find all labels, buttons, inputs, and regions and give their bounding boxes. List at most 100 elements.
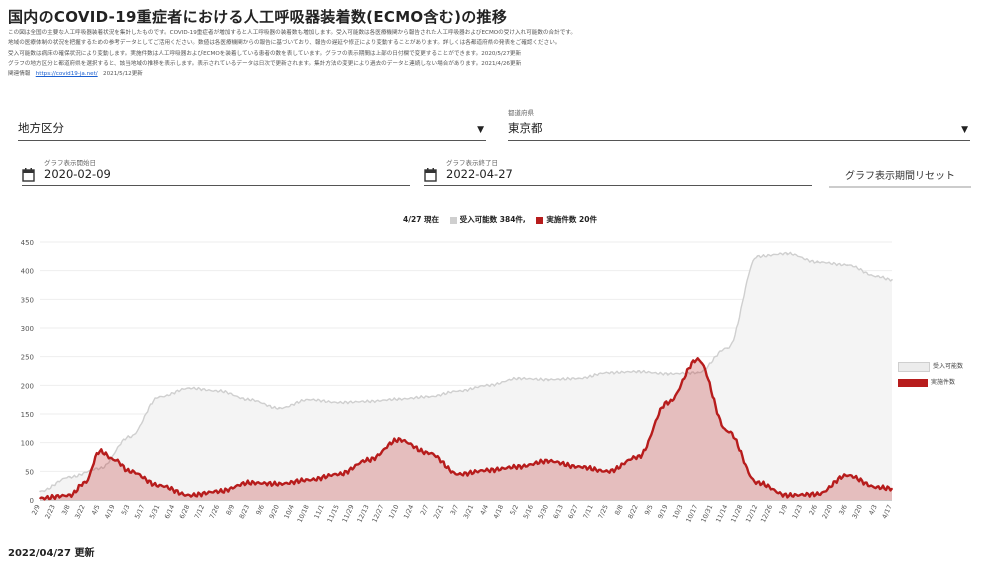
x-tick-label: 2/23 — [43, 503, 56, 520]
x-tick-label: 4/3 — [867, 503, 879, 516]
x-tick-label: 2/21 — [432, 503, 445, 520]
capacity-series-line — [39, 251, 893, 493]
x-tick-label: 1/23 — [791, 503, 804, 520]
legend-actual-swatch[interactable] — [536, 216, 544, 224]
source-label: 関連情報 — [8, 71, 31, 78]
actual-series-point — [517, 465, 520, 468]
x-tick-label: 3/7 — [449, 503, 461, 516]
actual-series-point — [637, 456, 639, 458]
capacity-series-point — [487, 384, 490, 387]
x-tick-label: 7/12 — [193, 503, 206, 520]
x-tick-label: 11/29 — [341, 503, 356, 523]
calendar-icon[interactable] — [424, 168, 437, 182]
reset-range-button[interactable]: グラフ表示期間リセット — [829, 162, 971, 188]
capacity-series-point — [786, 252, 789, 255]
actual-series-point — [278, 483, 281, 485]
x-tick-label: 11/28 — [729, 503, 744, 523]
source-link[interactable]: https://covid19-ja.net/ — [35, 71, 98, 78]
side-legend-actual: 実施件数 — [898, 377, 955, 387]
x-tick-label: 9/19 — [656, 503, 669, 520]
x-tick-label: 6/28 — [178, 503, 191, 520]
description: この図は全国の主要な人工呼吸器装着状況を集計したものです。COVID-19重症者… — [8, 28, 992, 100]
x-tick-label: 5/31 — [148, 503, 161, 520]
updated-date: 2022/04/27 更新 — [8, 548, 95, 559]
side-legend-capacity-swatch — [898, 361, 930, 372]
x-tick-label: 4/5 — [90, 503, 102, 516]
x-tick-label: 8/23 — [238, 503, 251, 520]
x-tick-label: 9/6 — [254, 503, 266, 516]
prefecture-select-value: 東京都 — [508, 121, 543, 135]
x-tick-label: 8/9 — [224, 503, 236, 516]
actual-series-point — [607, 470, 609, 473]
side-legend-actual-label: 実施件数 — [931, 379, 956, 386]
y-tick-label: 250 — [21, 354, 34, 362]
y-tick-label: 200 — [21, 382, 34, 390]
actual-series-point — [457, 473, 460, 475]
x-tick-label: 3/6 — [837, 503, 849, 516]
prefecture-select[interactable]: 都道府県 東京都 ▼ — [508, 109, 970, 141]
x-tick-label: 5/3 — [120, 503, 132, 516]
x-tick-label: 11/14 — [714, 503, 729, 523]
capacity-series-point — [846, 264, 848, 266]
x-tick-label: 3/20 — [850, 503, 863, 520]
x-tick-label: 6/14 — [163, 503, 176, 520]
capacity-series-point — [248, 398, 251, 401]
legend-capacity-label[interactable]: 受入可能数 384件, — [459, 215, 526, 224]
x-tick-label: 2/6 — [807, 503, 819, 516]
calendar-icon[interactable] — [22, 168, 35, 182]
actual-series-point — [128, 470, 131, 473]
actual-series-point — [308, 479, 310, 481]
actual-series-point — [487, 469, 490, 471]
x-tick-label: 12/27 — [370, 503, 385, 523]
capacity-series-point — [368, 400, 370, 403]
actual-series-point — [188, 494, 191, 497]
capacity-series-point — [696, 371, 699, 374]
capacity-series-point — [99, 467, 101, 470]
capacity-series-point — [726, 347, 729, 349]
actual-series-point — [876, 486, 878, 489]
x-tick-label: 7/11 — [581, 503, 594, 520]
capacity-series-point — [397, 398, 400, 400]
end-date-label: グラフ表示終了日 — [446, 159, 498, 167]
capacity-series-point — [577, 377, 579, 380]
capacity-series-point — [308, 398, 310, 401]
actual-series-point — [99, 450, 101, 453]
x-tick-label: 6/27 — [566, 503, 579, 520]
actual-series-point — [39, 497, 41, 500]
chevron-down-icon: ▼ — [477, 125, 484, 135]
x-tick-label: 4/19 — [103, 503, 116, 520]
x-tick-label: 6/13 — [552, 503, 565, 520]
capacity-series-point — [891, 279, 893, 281]
x-tick-label: 9/5 — [643, 503, 655, 516]
y-tick-label: 150 — [21, 411, 34, 419]
x-tick-label: 10/31 — [699, 503, 714, 523]
legend-actual-label[interactable]: 実施件数 20件 — [546, 215, 597, 224]
x-tick-label: 4/18 — [492, 503, 505, 520]
page-title: 国内のCOVID-19重症者における人工呼吸器装着数(ECMO含む)の推移 — [8, 8, 508, 26]
x-tick-label: 5/17 — [133, 503, 146, 520]
actual-series-point — [846, 474, 848, 477]
x-tick-label: 3/22 — [73, 503, 86, 520]
chart-legend: 4/27 現在 受入可能数 384件, 実施件数 20件 — [0, 214, 1000, 225]
capacity-series-point — [39, 490, 41, 493]
actual-series-point — [726, 430, 729, 432]
region-select[interactable]: 地方区分 ▼ — [18, 118, 486, 141]
x-tick-label: 4/17 — [880, 503, 893, 520]
x-tick-label: 8/8 — [613, 503, 625, 516]
x-tick-label: 3/8 — [60, 503, 72, 516]
y-tick-label: 450 — [21, 239, 34, 247]
end-date-field[interactable]: グラフ表示終了日 2022-04-27 — [424, 157, 812, 186]
source-line: 関連情報 https://covid19-ja.net/ 2021/5/12更新 — [8, 69, 992, 79]
side-legend-actual-swatch — [898, 378, 928, 387]
start-date-label: グラフ表示開始日 — [44, 159, 96, 167]
x-tick-label: 4/4 — [479, 503, 491, 516]
legend-capacity-swatch[interactable] — [449, 216, 457, 224]
start-date-field[interactable]: グラフ表示開始日 2020-02-09 — [22, 157, 410, 186]
x-tick-label: 1/10 — [387, 503, 400, 520]
actual-series-point — [547, 460, 549, 462]
capacity-series-point — [756, 255, 759, 258]
x-tick-label: 10/3 — [671, 503, 684, 520]
capacity-series-point — [876, 275, 878, 278]
x-tick-label: 11/15 — [326, 503, 341, 523]
